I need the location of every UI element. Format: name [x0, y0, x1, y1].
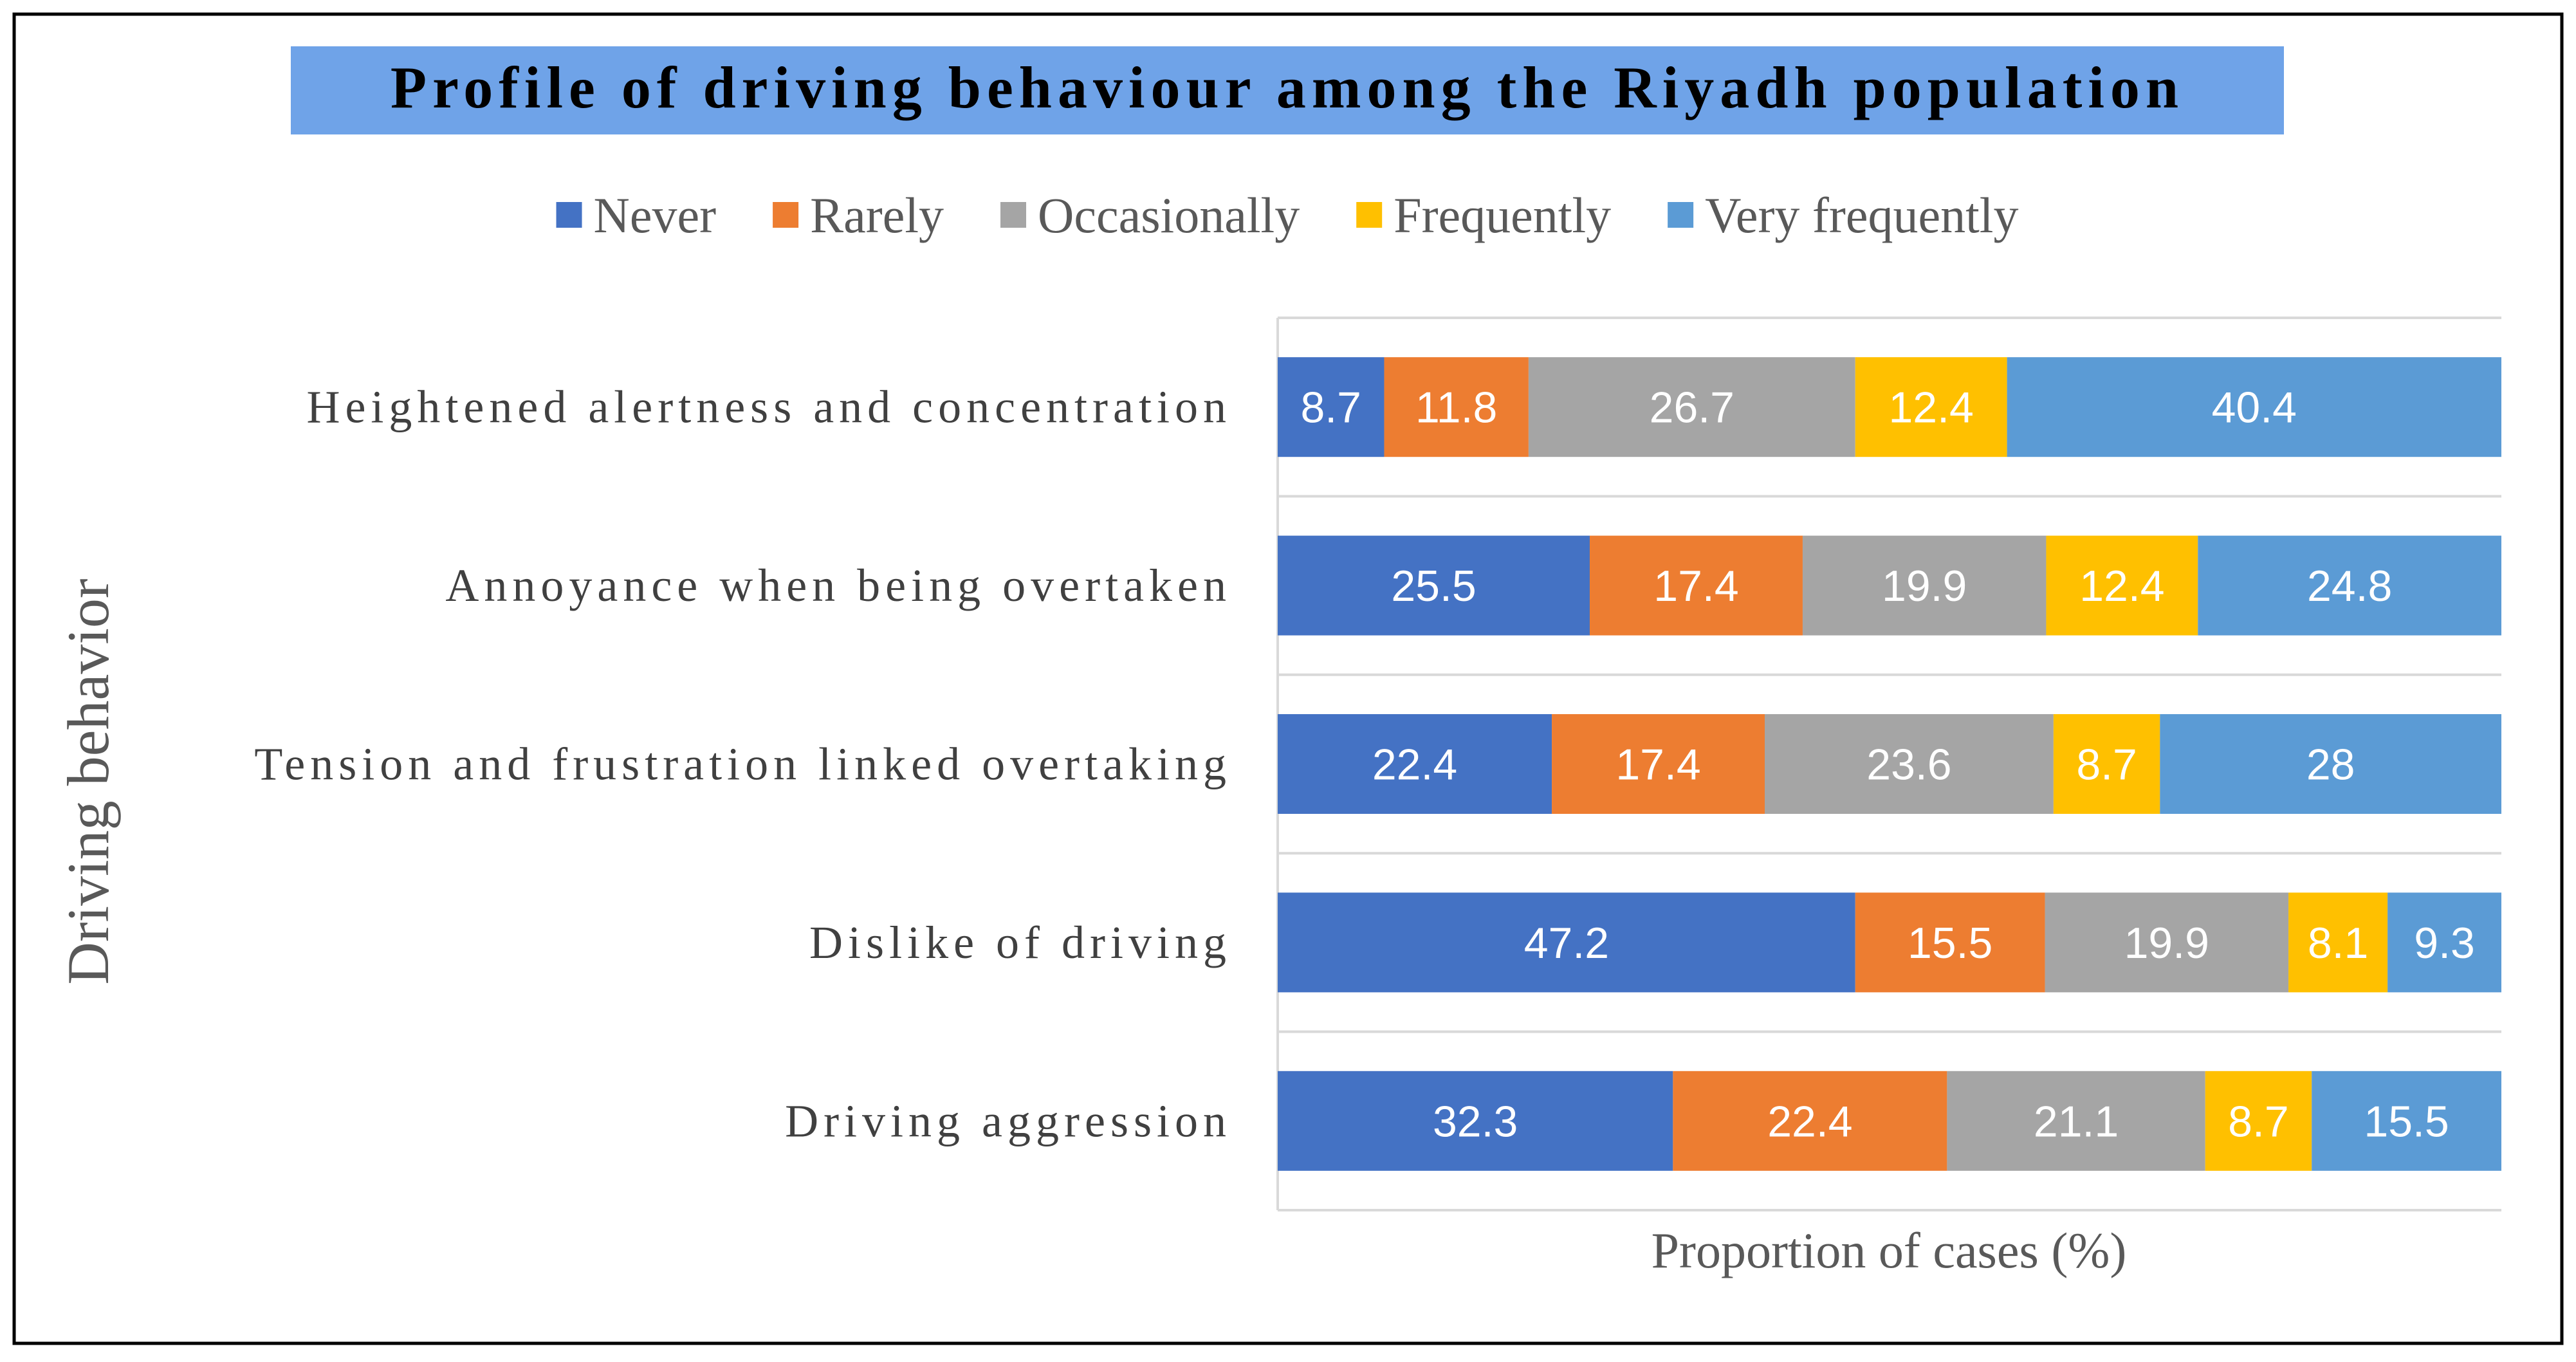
data-label: 32.3 — [1433, 1097, 1518, 1146]
legend-swatch — [1000, 202, 1027, 228]
data-label: 22.4 — [1372, 741, 1457, 789]
category-label: Tension and frustration linked overtakin… — [254, 739, 1231, 790]
legend-swatch — [773, 202, 799, 228]
data-label: 40.4 — [2212, 383, 2297, 432]
legend-label: Occasionally — [1038, 187, 1300, 243]
category-label: Driving aggression — [785, 1095, 1231, 1146]
chart-title: Profile of driving behaviour among the R… — [391, 55, 2184, 120]
data-label: 15.5 — [1908, 919, 1992, 968]
bar-segment-frequently — [2046, 535, 2198, 636]
legend-label: Never — [594, 187, 717, 243]
data-label: 19.9 — [2124, 919, 2209, 968]
data-label: 47.2 — [1524, 919, 1609, 968]
legend-swatch — [1356, 202, 1383, 228]
title-background — [291, 46, 2284, 134]
bar-segment-never — [1278, 892, 1855, 993]
y-axis-title: Driving behavior — [55, 578, 121, 984]
bar-segment-occasionally — [1764, 714, 2054, 814]
data-label: 23.6 — [1866, 741, 1951, 789]
bar-segment-very-frequently — [2312, 1071, 2501, 1171]
bar-segment-frequently — [2288, 892, 2388, 993]
legend-label: Frequently — [1394, 187, 1611, 243]
gridlines — [1276, 317, 2501, 1211]
data-label: 8.1 — [2308, 919, 2369, 968]
data-label: 24.8 — [2307, 562, 2392, 611]
bar-segment-very-frequently — [2160, 714, 2501, 814]
bar-segment-rarely — [1673, 1071, 1947, 1171]
bar-segment-occasionally — [1802, 535, 2047, 636]
data-label: 25.5 — [1391, 562, 1476, 611]
bar-segment-rarely — [1590, 535, 1803, 636]
category-label: Dislike of driving — [809, 917, 1231, 968]
bar-segment-frequently — [1855, 357, 2007, 457]
legend-swatch — [556, 202, 582, 228]
legend-label: Very frequently — [1705, 187, 2018, 243]
bar-segment-very-frequently — [2007, 357, 2501, 457]
bar-segment-rarely — [1855, 892, 2045, 993]
legend-swatch — [1668, 202, 1694, 228]
data-label: 12.4 — [1888, 383, 1973, 432]
bar-segment-rarely — [1384, 357, 1529, 457]
legend-item: Frequently — [1356, 187, 1611, 243]
legend-item: Rarely — [773, 187, 944, 243]
bar-segment-rarely — [1552, 714, 1765, 814]
legend-item: Occasionally — [1000, 187, 1300, 243]
category-label: Heightened alertness and concentration — [306, 382, 1231, 433]
data-label: 17.4 — [1615, 741, 1700, 789]
value-labels: 8.7 11.8 26.7 12.4 40.4 25.5 17.4 19.9 12.4 24.8 2… — [1300, 383, 2474, 1146]
data-label: 19.9 — [1882, 562, 1967, 611]
bar-segment-never — [1278, 357, 1385, 457]
x-axis-title: Proportion of cases (%) — [1651, 1222, 2127, 1278]
data-label: 26.7 — [1650, 383, 1734, 432]
data-label: 15.5 — [2364, 1097, 2449, 1146]
bar-segment-never — [1278, 1071, 1673, 1171]
legend: Never Rarely Occasionally Frequently Very fr… — [556, 187, 2018, 243]
data-label: 22.4 — [1767, 1097, 1852, 1146]
legend-item: Very frequently — [1668, 187, 2018, 243]
data-label: 8.7 — [2076, 741, 2137, 789]
data-label: 9.3 — [2414, 919, 2475, 968]
bar-segment-very-frequently — [2198, 535, 2501, 636]
legend-label: Rarely — [810, 187, 944, 243]
category-axis-labels: Heightened alertness and concentration An… — [254, 382, 1231, 1147]
bar-segment-occasionally — [1528, 357, 1855, 457]
bar-segment-frequently — [2205, 1071, 2312, 1171]
bars — [1278, 357, 2501, 1171]
data-label: 8.7 — [1300, 383, 1361, 432]
data-label: 11.8 — [1415, 383, 1497, 432]
legend-item: Never — [556, 187, 717, 243]
bar-segment-frequently — [2053, 714, 2160, 814]
data-label: 12.4 — [2079, 562, 2164, 611]
bar-segment-very-frequently — [2387, 892, 2501, 993]
bar-segment-occasionally — [1947, 1071, 2205, 1171]
data-label: 8.7 — [2228, 1097, 2289, 1146]
bar-segment-never — [1278, 714, 1552, 814]
data-label: 17.4 — [1653, 562, 1738, 611]
category-label: Annoyance when being overtaken — [445, 560, 1231, 611]
bar-segment-never — [1278, 535, 1590, 636]
data-label: 21.1 — [2034, 1097, 2119, 1146]
data-label: 28 — [2306, 741, 2355, 789]
bar-segment-occasionally — [2045, 892, 2289, 993]
